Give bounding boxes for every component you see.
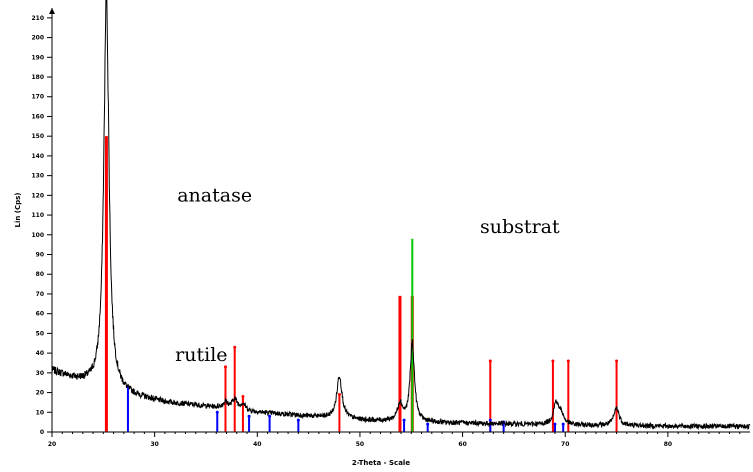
y-tick-label: 30 (36, 370, 44, 377)
reference-marker-rutile (426, 422, 430, 426)
y-tick-label: 110 (31, 212, 44, 219)
y-tick-label: 20 (36, 390, 44, 397)
y-tick-label: 130 (31, 173, 44, 180)
annotations: anatase rutile substrat (175, 184, 560, 366)
annotation-rutile: rutile (175, 344, 227, 366)
reference-marker-rutile (402, 418, 406, 422)
y-tick-label: 100 (31, 232, 44, 239)
x-tick-label: 80 (664, 441, 672, 448)
reference-lines (104, 136, 619, 432)
annotation-substrat: substrat (480, 216, 560, 238)
reference-marker-rutile (553, 422, 557, 426)
x-tick-label: 60 (458, 441, 466, 448)
x-tick-label: 30 (150, 441, 158, 448)
y-tick-label: 140 (31, 153, 44, 160)
x-tick-label: 20 (48, 441, 56, 448)
y-tick-label: 40 (36, 350, 44, 357)
y-tick-label: 150 (31, 133, 44, 140)
reference-marker-anatase (223, 365, 227, 369)
x-tick-label: 50 (356, 441, 364, 448)
y-tick-label: 50 (36, 330, 44, 337)
y-axis-arrow (49, 8, 55, 14)
x-tick-label: 70 (561, 441, 569, 448)
y-tick-label: 80 (36, 271, 44, 278)
annotation-anatase: anatase (177, 184, 252, 206)
y-tick-label: 90 (36, 252, 44, 259)
reference-marker-rutile (488, 418, 492, 422)
y-tick-label: 60 (36, 311, 44, 318)
y-axis-title: Lin (Cps) (14, 193, 22, 228)
diffraction-pattern (51, 0, 751, 431)
reference-marker-anatase (615, 359, 619, 363)
reference-marker-rutile (561, 422, 565, 426)
reference-marker-rutile (247, 414, 251, 418)
reference-marker-anatase (551, 359, 555, 363)
y-tick-label: 120 (31, 192, 44, 199)
reference-marker-anatase (233, 345, 237, 349)
y-tick-label: 0 (40, 429, 44, 436)
reference-marker-rutile (215, 410, 219, 414)
y-tick-label: 10 (36, 409, 44, 416)
y-tick-label: 210 (31, 15, 44, 22)
y-tick-label: 180 (31, 74, 44, 81)
y-tick-label: 70 (36, 291, 44, 298)
y-tick-label: 190 (31, 54, 44, 61)
y-tick-label: 200 (31, 35, 44, 42)
x-tick-label: 40 (253, 441, 261, 448)
reference-marker-rutile (296, 418, 300, 422)
pattern-line (51, 0, 751, 431)
reference-marker-rutile (268, 414, 272, 418)
reference-marker-anatase (241, 395, 245, 399)
reference-marker-anatase (337, 393, 341, 397)
y-tick-label: 160 (31, 113, 44, 120)
reference-marker-anatase (488, 359, 492, 363)
y-tick-label: 170 (31, 94, 44, 101)
axes: 0 10 20 30 40 50 60 70 80 90 100 110 120 130 140 150 160… (31, 8, 750, 448)
x-axis-title: 2-Theta - Scale (352, 459, 410, 467)
reference-marker-anatase (566, 359, 570, 363)
